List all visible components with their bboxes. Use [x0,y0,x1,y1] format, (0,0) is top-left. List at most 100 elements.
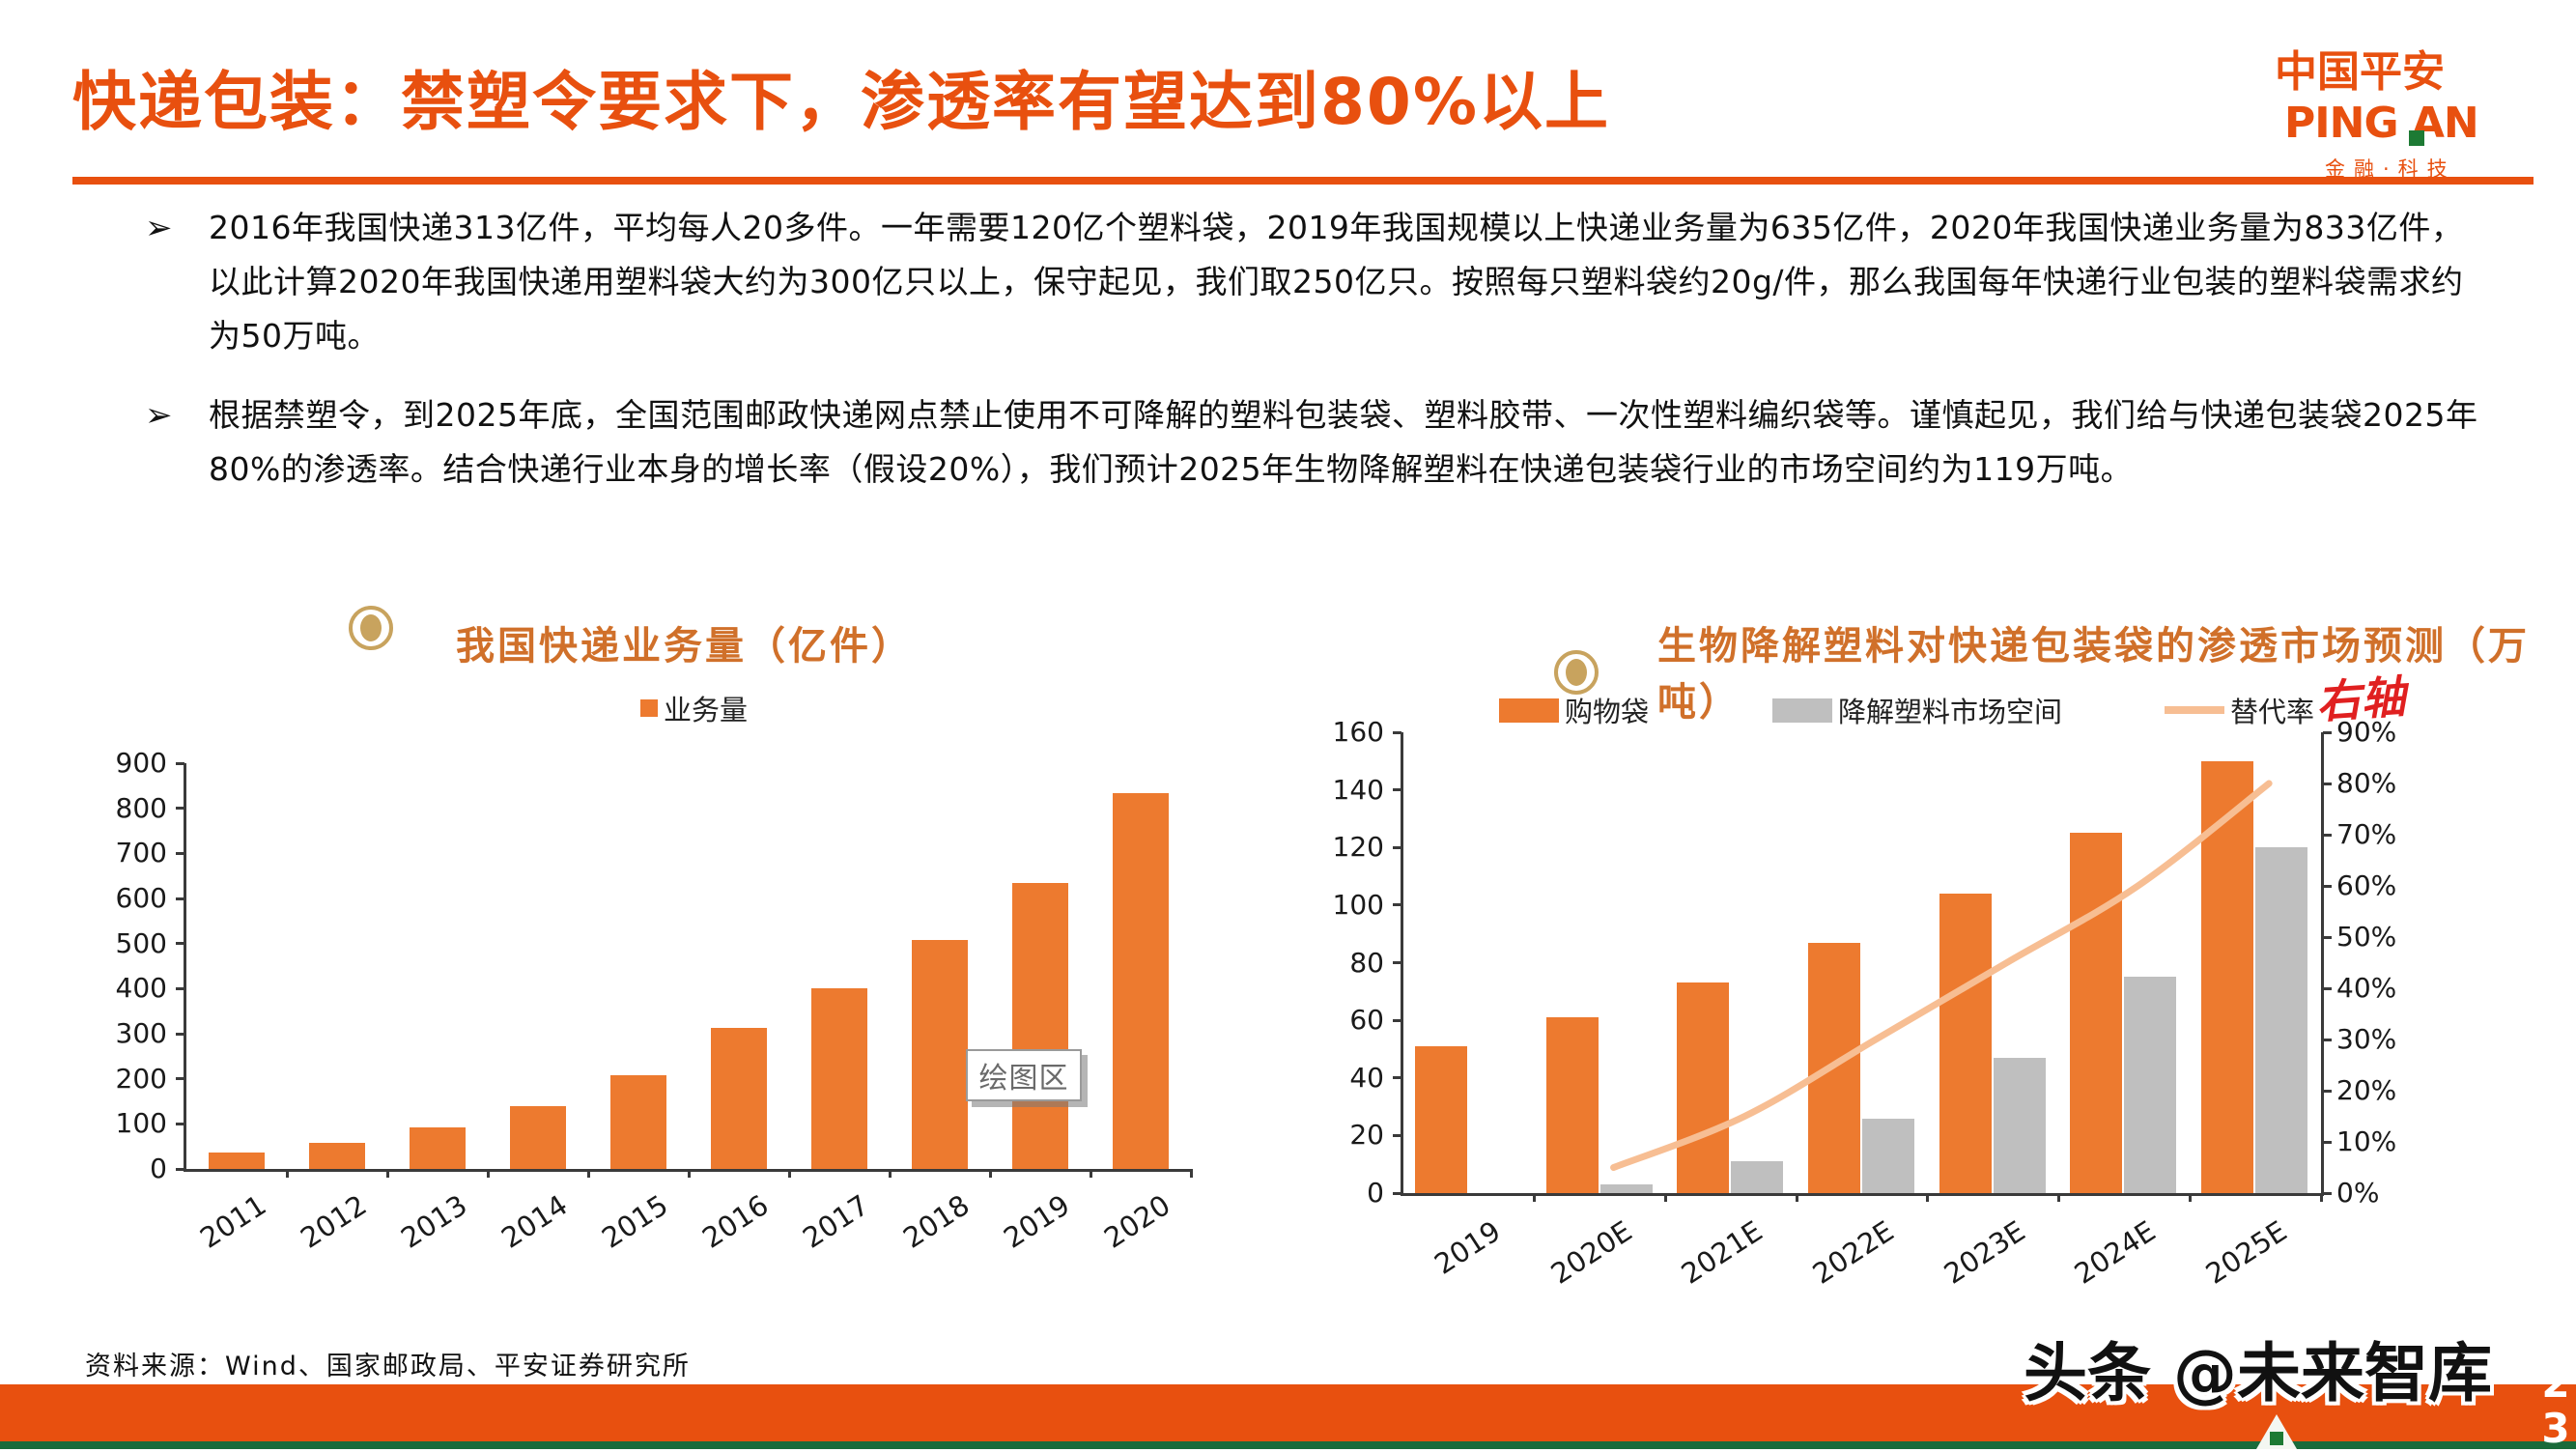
x-axis-category-label: 2025E [2199,1214,2293,1291]
bullet-item: ➢ 根据禁塑令，到2025年底，全国范围邮政快递网点禁止使用不可降解的塑料包装袋… [145,388,2482,497]
legend-label: 替代率 [2230,696,2315,728]
left-y-axis-tickmark [1393,1018,1401,1022]
right-chart-title: 生物降解塑料对快递包装袋的渗透市场预测（万吨） [1657,624,2530,725]
bar-2021E-降解塑料市场空间 [1731,1161,1784,1193]
bar-2020E-购物袋 [1545,1017,1599,1193]
right-y-axis-tick-label: 40% [2336,972,2397,1004]
right-y-axis-tickmark [2323,782,2332,785]
section-bullet-circle-icon [349,606,393,650]
x-axis-tickmark [486,1169,490,1178]
x-axis-tickmark [2319,1193,2323,1202]
left-y-axis-tickmark [1393,730,1401,734]
right-y-axis-tickmark [2323,1038,2332,1041]
legend-item-degradable-market: 降解塑料市场空间 [1772,690,2062,730]
x-axis-category-label: 2022E [1806,1214,1900,1291]
x-axis-category-label: 2014 [495,1188,574,1255]
circle-dot [1566,659,1587,686]
y-axis-tick-label: 300 [115,1017,167,1049]
left-y-axis-tick-label: 60 [1349,1004,1384,1037]
bar-2013 [410,1127,466,1169]
right-y-axis-tick-label: 90% [2336,716,2397,748]
right-y-axis-tickmark [2323,986,2332,990]
left-y-axis-tickmark [1393,845,1401,849]
footer-triangle-logo-square [2270,1432,2283,1445]
section-bullet-circle-icon [1554,650,1599,695]
y-axis-tickmark [176,1167,184,1171]
footer-orange-band [0,1384,2576,1441]
left-y-axis-tickmark [1393,903,1401,907]
y-axis-tickmark [176,897,184,900]
right-y-axis-tickmark [2323,1191,2332,1195]
x-axis-category-label: 2024E [2069,1214,2162,1291]
bar-2024E-降解塑料市场空间 [2124,977,2177,1193]
circle-dot [360,614,382,641]
x-axis-tickmark [285,1169,289,1178]
right-y-axis-tick-label: 50% [2336,921,2397,953]
y-axis-tickmark [176,986,184,990]
footer-green-strip [0,1441,2576,1449]
bar-2020 [1113,792,1169,1169]
plot-area-tooltip[interactable]: 绘图区 [966,1049,1082,1101]
pingan-logo-cn: 中国平安 [2275,47,2445,97]
bullet-list: ➢ 2016年我国快递313亿件，平均每人20多件。一年需要120亿个塑料袋，2… [145,201,2482,522]
y-axis-tick-label: 600 [115,882,167,914]
x-axis-tickmark [1926,1193,1930,1202]
y-axis-tick-label: 900 [115,747,167,779]
bar-2012 [309,1143,365,1169]
right-y-axis-tick-label: 70% [2336,818,2397,850]
bullet-arrow-icon: ➢ [145,396,173,435]
x-axis-category-label: 2016 [696,1188,775,1255]
bar-2022E-降解塑料市场空间 [1862,1118,1914,1193]
y-axis-tick-label: 200 [115,1062,167,1095]
x-axis-tickmark [1795,1193,1798,1202]
left-y-axis-tick-label: 80 [1349,946,1384,979]
y-axis-tickmark [176,1032,184,1036]
legend-item-shopping-bag: 购物袋 [1499,690,1649,730]
legend-swatch-degradable-market [1772,698,1832,723]
right-y-axis-tick-label: 10% [2336,1125,2397,1157]
bar-2023E-购物袋 [1939,893,1992,1193]
x-axis-tickmark [2057,1193,2061,1202]
y-axis-tick-label: 100 [115,1107,167,1140]
left-chart-legend: 业务量 [640,688,748,728]
legend-swatch-shopping-bag [1499,698,1559,723]
x-axis-tickmark [1189,1169,1193,1178]
y-axis-tickmark [176,851,184,855]
left-y-axis-tick-label: 0 [1367,1177,1384,1209]
left-y-axis-tick-label: 140 [1332,773,1384,806]
left-y-axis-tickmark [1393,961,1401,964]
right-y-axis-tickmark [2323,1140,2332,1144]
pingan-logo-en: PING AN [2284,99,2479,148]
left-y-axis-tick-label: 20 [1349,1119,1384,1152]
x-axis-category-label: 2013 [395,1188,473,1255]
y-axis-tickmark [176,1122,184,1125]
x-axis-category-label: 2018 [897,1188,976,1255]
source-note: 资料来源：Wind、国家邮政局、平安证券研究所 [85,1352,691,1381]
y-axis-tick-label: 700 [115,837,167,869]
left-y-axis-tick-label: 120 [1332,831,1384,864]
x-axis-tickmark [787,1169,791,1178]
bar-2017 [811,987,867,1169]
left-y-axis-tickmark [1393,1191,1401,1195]
bar-2023E-降解塑料市场空间 [1993,1057,2046,1193]
x-axis-tickmark [1663,1193,1667,1202]
pingan-logo-subtitle: 金融·科技 [2325,157,2456,181]
legend-label: 业务量 [664,694,749,726]
x-axis-category-label: 2017 [797,1188,875,1255]
y-axis-tickmark [176,942,184,946]
y-axis-tickmark [176,761,184,765]
y-axis-tickmark [176,807,184,811]
right-y-axis-tickmark [2323,833,2332,837]
left-y-axis-tick-label: 40 [1349,1061,1384,1094]
x-axis-category-label: 2019 [998,1188,1076,1255]
watermark-toutiao: 头条 @未来智库 [2024,1336,2492,1410]
x-axis-tickmark [586,1169,590,1178]
y-axis-tick-label: 400 [115,972,167,1005]
right-y-axis-tick-label: 30% [2336,1023,2397,1055]
y-axis-tick-label: 800 [115,791,167,824]
x-axis-tickmark [1089,1169,1092,1178]
bar-2019 [1012,882,1068,1169]
bar-2014 [510,1105,566,1169]
right-y-axis-tick-label: 80% [2336,767,2397,799]
x-axis-category-label: 2015 [596,1188,674,1255]
